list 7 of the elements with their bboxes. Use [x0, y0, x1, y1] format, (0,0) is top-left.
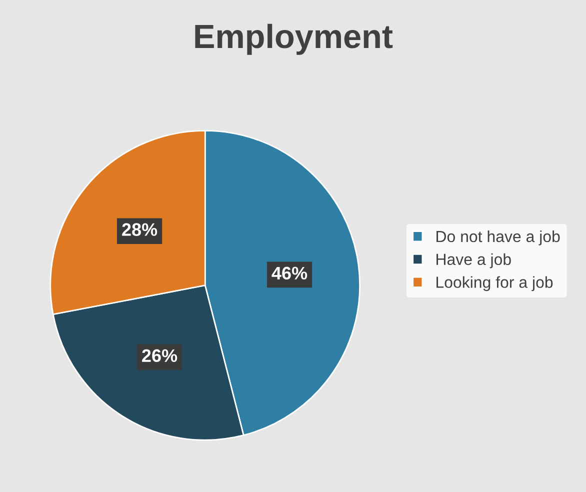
legend-label: Have a job: [436, 253, 511, 268]
data-label: 28%: [122, 223, 158, 236]
legend-label: Do not have a job: [436, 230, 560, 246]
data-label: 26%: [142, 349, 178, 362]
legend-label: Looking for a job: [436, 276, 553, 292]
data-label: 46%: [272, 266, 308, 280]
chart-title: Employment: [195, 24, 393, 55]
